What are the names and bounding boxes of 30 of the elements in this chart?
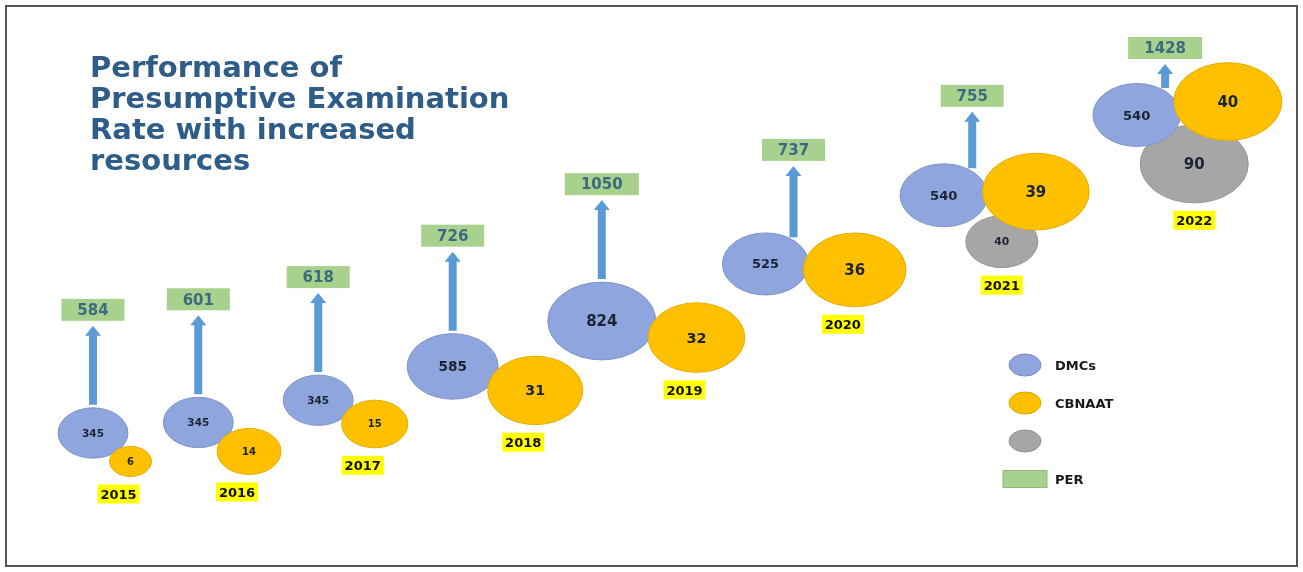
data-label: 40	[994, 235, 1010, 249]
data-label: 601	[182, 290, 214, 309]
data-label: 345	[187, 416, 210, 429]
data-label: 90	[1183, 155, 1205, 174]
data-label: 618	[302, 268, 334, 287]
data-label: 824	[586, 312, 618, 331]
data-label: 40	[1217, 92, 1239, 111]
data-label: 31	[525, 382, 546, 399]
legend-label: PER	[1055, 471, 1084, 487]
data-label: 726	[437, 226, 469, 245]
data-label: 585	[438, 358, 467, 375]
data-label: 1050	[580, 175, 623, 194]
data-label: 32	[686, 329, 707, 346]
legend-label: CBNAAT	[1055, 395, 1114, 411]
data-label: 36	[844, 261, 866, 280]
data-label: 15	[367, 418, 382, 430]
data-label: 39	[1025, 182, 1047, 201]
data-label: 1428	[1144, 39, 1186, 58]
data-label: 755	[956, 87, 988, 106]
data-label: 584	[77, 301, 109, 320]
data-label: 540	[930, 187, 958, 203]
data-label: 525	[752, 256, 779, 272]
data-label: 14	[242, 445, 257, 457]
text: Performance of Presumptive Examination Rate with increased resources	[90, 50, 510, 177]
data-label: 345	[82, 426, 104, 439]
legend-label: DMCs	[1055, 357, 1097, 373]
data-label: 345	[307, 393, 330, 406]
data-label: 540	[1123, 107, 1151, 123]
data-label: 6	[127, 455, 135, 467]
data-label: 737	[777, 141, 810, 160]
